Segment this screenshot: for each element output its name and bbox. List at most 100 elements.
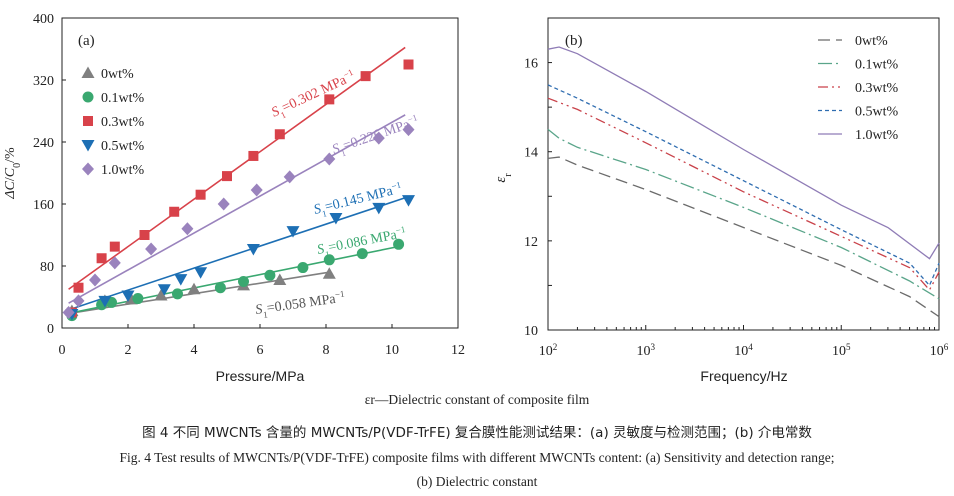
data-point (286, 226, 300, 238)
series-line (547, 97, 940, 292)
legend-label: 0.3wt% (101, 115, 145, 130)
legend-label: 0.5wt% (855, 105, 899, 120)
panel-a-y-axis-label: ΔC/C0/% (3, 147, 23, 200)
fit-line (68, 46, 406, 290)
x-tick-label: 104 (734, 342, 753, 359)
x-tick-label: 2 (125, 343, 132, 358)
series-line (547, 128, 940, 300)
legend-label: 0wt% (101, 67, 134, 82)
data-point (324, 94, 335, 105)
data-point (323, 254, 335, 266)
data-point (72, 294, 85, 308)
data-point (329, 212, 343, 225)
data-point (73, 282, 84, 293)
data-point (194, 267, 208, 279)
y-tick-label: 160 (33, 198, 54, 213)
x-tick-label: 102 (539, 342, 558, 359)
y-tick-label: 400 (33, 12, 54, 27)
legend-label: 0.1wt% (101, 91, 145, 106)
x-tick-label: 6 (257, 343, 264, 358)
slope-annotation: S1=0.058 MPa−1 (254, 289, 346, 321)
data-point (195, 189, 206, 200)
fit-line (65, 197, 406, 312)
panel-a-label: (a) (78, 33, 95, 49)
figure-panels: (a) 0 2 4 6 8 10 12 0 80 160 240 320 400 S1=0.058 M… (3, 12, 949, 384)
data-point (181, 222, 194, 236)
data-point (322, 267, 336, 279)
caption-symbol-line: εr—Dielectric constant of composite film (364, 392, 590, 407)
y-tick-label: 320 (33, 74, 54, 89)
data-point (62, 306, 75, 319)
data-point (139, 230, 150, 240)
legend-label: 1.0wt% (855, 128, 899, 143)
data-point (108, 256, 121, 270)
data-point (402, 195, 415, 207)
fit-line (68, 114, 406, 304)
data-point (109, 241, 120, 252)
data-point (145, 242, 158, 256)
y-tick-label: 240 (33, 136, 54, 151)
panel-b-dielectric-chart: (b) 102 103 104 105 106 10 12 14 16 0wt% 0.1wt% 0… (493, 17, 949, 384)
data-point (187, 282, 201, 295)
y-tick-label: 14 (524, 146, 538, 161)
fit-line (65, 245, 403, 315)
data-point (360, 71, 371, 82)
series-line (547, 46, 940, 260)
x-tick-label: 8 (323, 343, 330, 358)
slope-annotation: S1=0.226 MPa−1 (330, 112, 422, 160)
data-point (222, 171, 232, 182)
data-point (403, 59, 414, 70)
data-point (323, 152, 336, 166)
legend-marker (82, 91, 94, 103)
data-point (121, 290, 135, 302)
panel-b-x-axis-label: Frequency/Hz (700, 368, 787, 384)
data-point (273, 273, 287, 285)
data-point (248, 150, 259, 161)
data-point (402, 123, 415, 137)
y-tick-label: 16 (524, 57, 538, 72)
data-point (250, 183, 263, 197)
panel-a-sensitivity-chart: (a) 0 2 4 6 8 10 12 0 80 160 240 320 400 S1=0.058 M… (3, 12, 465, 384)
caption-chinese: 图 4 不同 MWCNTs 含量的 MWCNTs/P(VDF-TrFE) 复合膜… (142, 425, 812, 441)
x-tick-label: 103 (636, 342, 655, 359)
slope-annotation: S1=0.302 MPa−1 (269, 67, 359, 123)
data-point (372, 131, 385, 145)
legend-label: 0.3wt% (855, 81, 899, 96)
data-point (154, 288, 168, 301)
panel-a-x-axis-label: Pressure/MPa (216, 368, 305, 384)
legend-marker (81, 66, 95, 78)
y-tick-label: 80 (40, 260, 54, 275)
caption-english-line-2: (b) Dielectric constant (416, 474, 538, 489)
data-point (246, 243, 260, 256)
data-point (157, 284, 171, 296)
data-point (214, 282, 226, 294)
x-tick-label: 12 (451, 343, 465, 358)
data-point (264, 269, 276, 281)
data-point (174, 274, 188, 286)
data-point (356, 248, 368, 260)
data-point (283, 170, 296, 184)
data-point (393, 238, 405, 250)
legend-label: 0.5wt% (101, 139, 145, 154)
legend-marker (83, 116, 93, 126)
slope-annotation: S1=0.145 MPa−1 (312, 180, 405, 221)
data-point (96, 253, 107, 264)
data-point (169, 206, 180, 217)
x-tick-label: 0 (59, 343, 66, 358)
data-point (372, 202, 386, 215)
data-point (274, 129, 285, 140)
data-point (132, 293, 144, 305)
data-point (217, 197, 230, 211)
x-tick-label: 4 (191, 343, 198, 358)
panel-b-label: (b) (565, 33, 583, 49)
legend-marker (82, 162, 94, 176)
data-point (297, 262, 309, 274)
data-point (89, 273, 101, 287)
legend-label: 1.0wt% (101, 163, 145, 178)
legend-label: 0wt% (855, 34, 888, 49)
legend-marker (81, 140, 95, 152)
y-tick-label: 12 (524, 235, 538, 250)
data-point (172, 288, 183, 300)
y-tick-label: 10 (524, 324, 538, 339)
caption-english-line-1: Fig. 4 Test results of MWCNTs/P(VDF-TrFE… (119, 450, 835, 465)
